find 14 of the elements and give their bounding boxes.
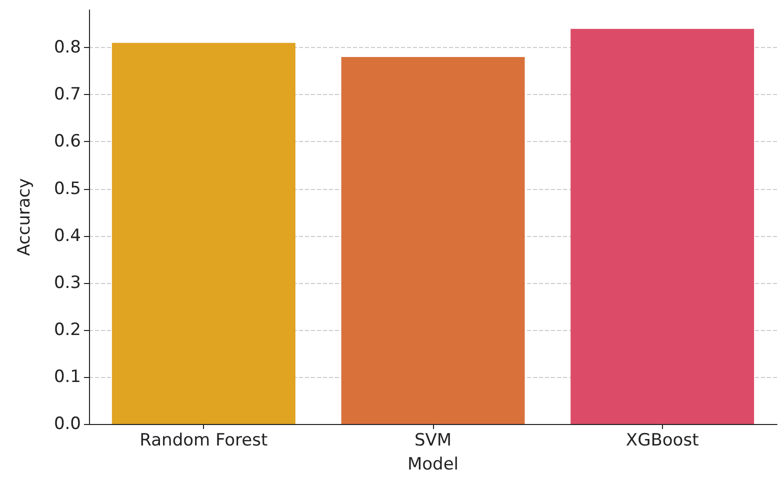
y-tick-label: 0.1 [54, 366, 81, 387]
x-tick-label: XGBoost [626, 430, 700, 450]
y-tick-label: 0.3 [54, 272, 81, 293]
y-tick-label: 0.6 [54, 132, 81, 152]
y-tick-label: 0.4 [54, 226, 81, 246]
y-tick-label: 0.7 [54, 84, 81, 105]
y-tick-label: 0.2 [54, 320, 81, 340]
x-tick-label: SVM [414, 430, 452, 450]
x-axis-title: Model [407, 454, 459, 474]
y-tick-label: 0.0 [54, 414, 81, 434]
y-tick-label: 0.5 [54, 178, 81, 199]
y-tick-label: 0.8 [54, 38, 81, 58]
y-axis-title: Accuracy [14, 178, 34, 256]
x-tick-label: Random Forest [140, 430, 268, 450]
